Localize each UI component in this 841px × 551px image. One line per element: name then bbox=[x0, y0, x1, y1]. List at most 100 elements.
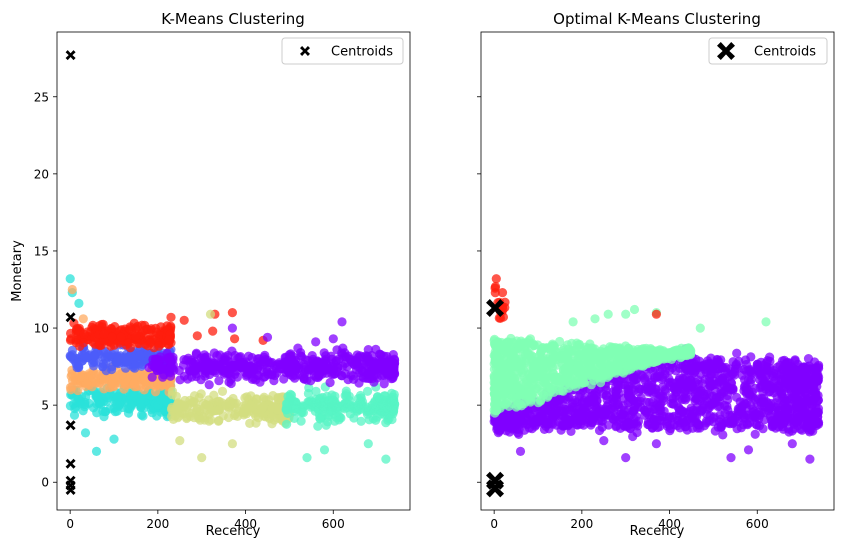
x-tick-label: 200 bbox=[146, 517, 169, 531]
data-point bbox=[217, 386, 228, 396]
data-point bbox=[389, 362, 399, 372]
data-point bbox=[722, 390, 733, 401]
data-point bbox=[199, 350, 209, 360]
data-point bbox=[658, 382, 668, 392]
data-point bbox=[319, 445, 330, 455]
data-point bbox=[131, 331, 141, 341]
data-point bbox=[133, 321, 143, 331]
data-point bbox=[221, 366, 231, 376]
data-point bbox=[150, 387, 161, 397]
data-point bbox=[388, 373, 398, 383]
data-point bbox=[252, 394, 262, 404]
data-point bbox=[697, 379, 708, 389]
data-point bbox=[197, 453, 207, 463]
data-point bbox=[184, 365, 194, 375]
centroid-markers bbox=[65, 50, 76, 495]
x-tick-label: 200 bbox=[570, 517, 593, 531]
data-point bbox=[268, 403, 278, 413]
data-point bbox=[808, 420, 818, 430]
data-point bbox=[547, 419, 558, 429]
data-point bbox=[283, 391, 293, 402]
data-point bbox=[206, 415, 216, 425]
centroid-marker bbox=[65, 484, 76, 495]
data-point bbox=[589, 366, 599, 376]
data-point bbox=[492, 405, 502, 415]
legend-centroid-icon bbox=[300, 46, 310, 56]
data-point bbox=[750, 395, 760, 405]
data-point bbox=[221, 399, 231, 410]
data-point bbox=[196, 375, 206, 385]
data-point bbox=[667, 354, 677, 364]
data-point bbox=[758, 408, 769, 418]
data-point bbox=[224, 412, 234, 423]
y-tick-label: 0 bbox=[41, 476, 49, 490]
data-point bbox=[243, 404, 254, 414]
data-point bbox=[363, 386, 373, 396]
data-point bbox=[112, 358, 122, 368]
data-point bbox=[665, 377, 675, 387]
data-point bbox=[328, 334, 338, 344]
optimal-kmeans-panel: 0 200 400 600 Optimal K-Means Clustering Re… bbox=[477, 10, 835, 539]
data-point bbox=[282, 419, 292, 429]
data-point bbox=[296, 351, 306, 361]
data-point bbox=[665, 426, 675, 436]
data-point bbox=[787, 439, 797, 449]
data-point bbox=[208, 406, 218, 416]
data-point bbox=[284, 367, 295, 377]
data-point bbox=[385, 402, 395, 412]
data-point bbox=[491, 357, 501, 367]
data-point bbox=[518, 418, 529, 428]
data-point bbox=[550, 411, 560, 421]
data-point bbox=[524, 369, 535, 379]
data-point bbox=[337, 350, 348, 360]
data-point bbox=[355, 404, 365, 415]
data-point bbox=[614, 375, 624, 386]
data-point bbox=[262, 332, 273, 342]
data-point bbox=[295, 370, 305, 380]
data-point bbox=[741, 384, 752, 394]
data-point bbox=[214, 376, 224, 386]
data-point bbox=[608, 394, 618, 404]
data-point bbox=[813, 390, 823, 401]
data-point bbox=[240, 359, 250, 370]
data-point bbox=[303, 400, 313, 410]
data-point bbox=[678, 373, 688, 384]
data-point bbox=[182, 412, 192, 422]
data-point bbox=[73, 393, 83, 404]
data-point bbox=[550, 375, 560, 385]
data-point bbox=[494, 380, 504, 390]
data-point bbox=[110, 372, 120, 382]
data-point bbox=[338, 361, 348, 371]
data-point bbox=[505, 385, 515, 395]
data-point bbox=[388, 350, 398, 360]
data-point bbox=[245, 418, 255, 428]
data-point bbox=[781, 378, 791, 388]
data-point bbox=[677, 414, 688, 424]
data-point bbox=[66, 385, 76, 395]
data-point bbox=[326, 351, 336, 361]
data-point bbox=[125, 324, 135, 334]
data-point bbox=[66, 334, 76, 344]
data-point bbox=[496, 422, 506, 432]
data-point bbox=[227, 439, 237, 449]
data-point bbox=[795, 375, 805, 385]
data-point bbox=[805, 454, 815, 464]
data-point bbox=[726, 453, 736, 463]
data-point bbox=[783, 404, 793, 414]
data-point bbox=[784, 427, 794, 437]
data-point bbox=[188, 358, 198, 368]
data-point bbox=[489, 417, 499, 427]
x-tick-label: 600 bbox=[322, 517, 345, 531]
chart-title: Optimal K-Means Clustering bbox=[553, 10, 761, 28]
data-point bbox=[190, 398, 200, 408]
data-point bbox=[65, 274, 75, 284]
data-point bbox=[315, 414, 325, 424]
data-point bbox=[502, 338, 512, 348]
data-point bbox=[209, 348, 219, 358]
data-point bbox=[751, 419, 761, 429]
data-point bbox=[500, 358, 510, 368]
data-point bbox=[590, 314, 600, 324]
data-point bbox=[762, 356, 773, 366]
data-point bbox=[138, 411, 148, 421]
data-point bbox=[108, 382, 118, 392]
